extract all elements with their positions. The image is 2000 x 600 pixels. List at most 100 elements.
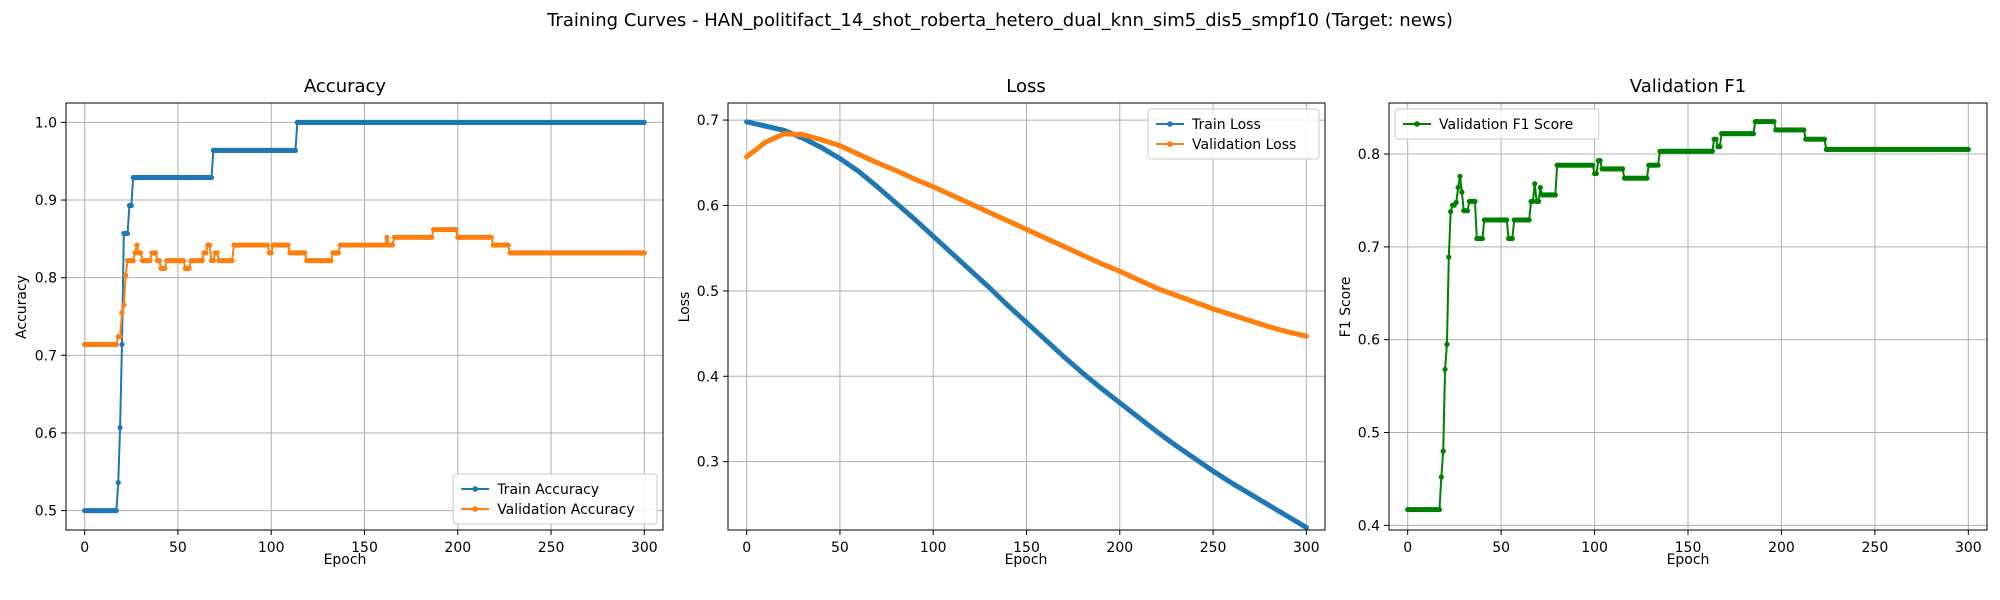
validation-f1-data-point: [1597, 157, 1603, 164]
validation-f1-legend-label: Validation F1 Score: [1439, 117, 1573, 133]
accuracy-data-point: [186, 265, 192, 271]
loss-y-tick-label: 0.6: [697, 198, 719, 214]
validation-f1-data-point: [1537, 184, 1543, 191]
accuracy-x-tick-label: 0: [80, 540, 89, 556]
validation-f1-legend-marker: [1414, 121, 1420, 127]
validation-f1-x-tick-label: 150: [1675, 540, 1702, 556]
validation-f1-data-point: [1440, 448, 1446, 454]
accuracy-y-tick-label: 0.9: [35, 193, 57, 209]
accuracy-panel: Accuracy Epoch Accuracy 0 50 100 150 200 250 3…: [14, 76, 664, 568]
accuracy-x-tick-label: 100: [258, 540, 285, 556]
accuracy-y-tick-label: 0.6: [35, 426, 57, 442]
validation-f1-data-point: [1750, 131, 1757, 137]
loss-x-tick-label: 200: [1106, 540, 1133, 556]
accuracy-data-point: [382, 242, 388, 248]
validation-f1-x-tick-label: 50: [1492, 540, 1510, 556]
accuracy-y-tick-label: 0.8: [35, 271, 57, 287]
accuracy-x-tick-label: 300: [631, 540, 658, 556]
accuracy-data-point: [117, 334, 123, 340]
validation-f1-data-point: [1530, 198, 1536, 204]
loss-data-point: [1303, 524, 1309, 531]
validation-f1-data-point: [1619, 166, 1626, 172]
validation-f1-y-tick-label: 0.6: [1358, 333, 1380, 349]
accuracy-data-point: [113, 507, 119, 514]
validation-f1-data-point: [1438, 474, 1444, 480]
accuracy-data-point: [180, 258, 187, 264]
accuracy-y-tick-label: 1.0: [35, 115, 57, 131]
accuracy-data-point: [488, 234, 494, 240]
accuracy-data-point: [207, 242, 213, 248]
accuracy-data-point: [113, 341, 119, 348]
validation-f1-data-point: [1532, 181, 1538, 187]
loss-x-tick-label: 100: [920, 540, 947, 556]
accuracy-legend-marker: [472, 506, 479, 512]
accuracy-x-tick-label: 50: [169, 540, 187, 556]
accuracy-data-point: [156, 258, 162, 264]
accuracy-legend-label: Train Accuracy: [496, 482, 599, 498]
accuracy-data-point: [214, 250, 220, 256]
validation-f1-y-tick-label: 0.5: [1358, 426, 1380, 442]
loss-y-tick-label: 0.5: [697, 284, 719, 300]
validation-f1-data-point: [1644, 175, 1650, 181]
validation-f1-data-point: [1444, 341, 1450, 347]
accuracy-y-tick-label: 0.7: [35, 348, 57, 364]
accuracy-x-tick-label: 150: [351, 540, 378, 556]
validation-f1-x-axis-label: Epoch: [1667, 552, 1710, 568]
accuracy-data-point: [119, 310, 125, 316]
accuracy-data-point: [229, 258, 235, 264]
accuracy-data-point: [117, 424, 123, 431]
accuracy-data-point: [505, 242, 511, 248]
validation-f1-y-axis-label: F1 Score: [1338, 277, 1354, 338]
accuracy-data-point: [641, 119, 647, 126]
accuracy-data-point: [210, 258, 216, 264]
validation-f1-data-point: [1446, 254, 1452, 260]
validation-f1-data-point: [1472, 198, 1478, 204]
accuracy-data-point: [641, 250, 647, 256]
accuracy-legend: Train Accuracy Validation Accuracy: [452, 473, 658, 525]
loss-x-tick-label: 250: [1200, 540, 1227, 556]
accuracy-data-point: [389, 242, 396, 248]
accuracy-data-point: [130, 258, 136, 264]
accuracy-data-point: [384, 234, 390, 240]
validation-f1-data-point: [1448, 209, 1454, 215]
accuracy-data-point: [121, 302, 127, 308]
loss-legend-label: Train Loss: [1191, 117, 1261, 133]
validation-f1-panel: Validation F1 Epoch F1 Score 0 50 100 150 20…: [1338, 76, 1988, 568]
accuracy-data-point: [152, 250, 159, 256]
validation-f1-data-point: [1526, 217, 1532, 223]
validation-f1-data-point: [1464, 208, 1471, 214]
validation-f1-data-point: [1593, 170, 1600, 177]
loss-legend: Train Loss Validation Loss: [1147, 108, 1320, 160]
accuracy-series-0: [82, 119, 647, 514]
accuracy-data-point: [292, 147, 299, 153]
accuracy-x-axis-label: Epoch: [324, 552, 367, 568]
validation-f1-data-point: [1479, 235, 1486, 242]
accuracy-data-point: [124, 230, 131, 237]
accuracy-data-point: [199, 258, 205, 264]
accuracy-data-point: [147, 258, 153, 264]
accuracy-data-point: [134, 242, 140, 248]
validation-f1-data-point: [1442, 366, 1448, 373]
accuracy-data-point: [268, 250, 274, 256]
validation-f1-data-point: [1655, 162, 1661, 168]
loss-legend-label: Validation Loss: [1192, 137, 1296, 153]
validation-f1-data-point: [1771, 118, 1777, 125]
validation-f1-legend: Validation F1 Score: [1394, 108, 1600, 140]
validation-f1-panel-title: Validation F1: [1630, 76, 1746, 97]
accuracy-data-point: [138, 250, 144, 256]
validation-f1-x-tick-label: 0: [1403, 540, 1412, 556]
loss-legend-box: [1147, 108, 1320, 160]
validation-f1-data-point: [1436, 506, 1443, 513]
validation-f1-y-tick-label: 0.7: [1358, 240, 1380, 256]
accuracy-data-point: [132, 250, 138, 256]
validation-f1-y-tick-label: 0.8: [1358, 147, 1380, 163]
loss-series-0: [744, 119, 1309, 531]
loss-y-tick-label: 0.3: [697, 455, 719, 471]
loss-panel-title: Loss: [1006, 76, 1045, 97]
accuracy-data-point: [119, 341, 125, 348]
loss-x-axis-label: Epoch: [1005, 552, 1048, 568]
accuracy-legend-marker: [472, 486, 479, 492]
validation-f1-data-point: [1590, 162, 1596, 168]
accuracy-data-point: [264, 242, 271, 248]
accuracy-data-point: [453, 226, 459, 233]
